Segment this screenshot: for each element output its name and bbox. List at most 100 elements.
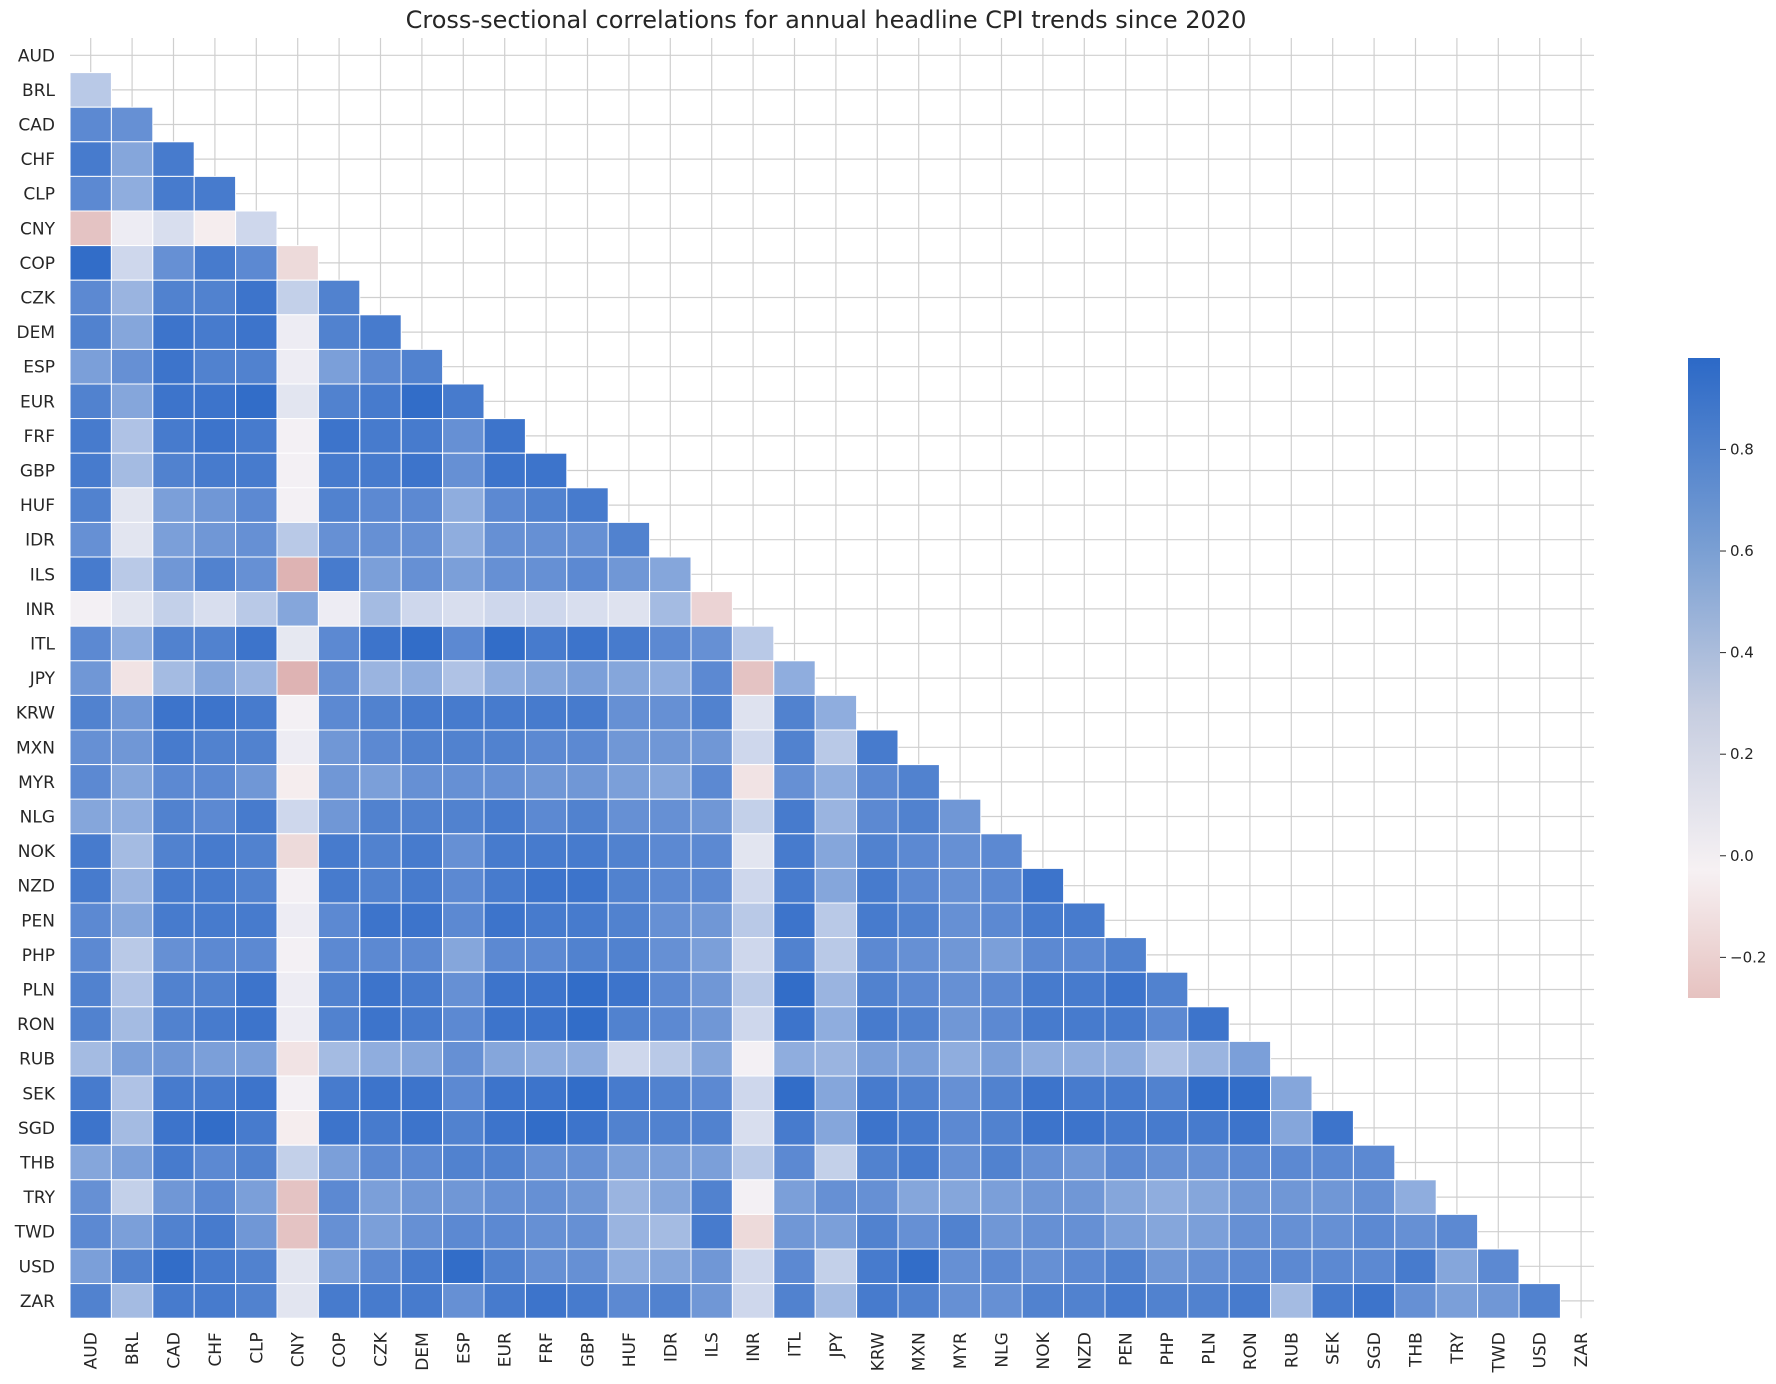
heatmap-cell <box>1435 1283 1479 1319</box>
heatmap-cell <box>773 1144 816 1181</box>
y-tick-label: USD <box>19 1257 55 1277</box>
heatmap-cell <box>649 1040 692 1077</box>
heatmap-cell <box>276 521 319 558</box>
heatmap-cell <box>566 937 609 973</box>
heatmap-cell <box>276 1248 319 1285</box>
heatmap-cell <box>442 1075 485 1112</box>
heatmap-cell <box>980 1283 1023 1319</box>
heatmap-cell <box>566 1213 609 1250</box>
heatmap-cell <box>524 1248 568 1285</box>
heatmap-cell <box>235 694 278 731</box>
heatmap-cell <box>69 833 112 869</box>
y-tick-label: RON <box>17 1015 55 1035</box>
heatmap-cell <box>1228 1213 1272 1250</box>
heatmap-cell <box>1021 1248 1065 1285</box>
y-tick-label: TRY <box>23 1188 56 1208</box>
heatmap-cell <box>1394 1213 1437 1250</box>
heatmap-cell <box>1228 1283 1272 1319</box>
heatmap-cell <box>731 1179 775 1215</box>
heatmap-cell <box>483 1179 526 1215</box>
heatmap-cell <box>276 487 319 523</box>
heatmap-cell <box>235 660 278 696</box>
heatmap-cell <box>938 937 982 973</box>
heatmap-cell <box>152 660 195 696</box>
heatmap-cell <box>897 902 940 939</box>
heatmap-cell <box>1270 1110 1313 1146</box>
x-tick-label: PLN <box>1200 1332 1220 1364</box>
heatmap-cell <box>1104 1144 1147 1181</box>
heatmap-cell <box>483 452 526 489</box>
heatmap-cell <box>566 833 609 869</box>
heatmap-cell <box>110 452 154 489</box>
heatmap-cell <box>442 1179 485 1215</box>
heatmap-cell <box>110 591 154 627</box>
heatmap-cell <box>152 764 195 800</box>
x-tick-label: CNY <box>289 1332 309 1368</box>
heatmap-cell <box>897 1040 940 1077</box>
heatmap-cell <box>690 1248 733 1285</box>
heatmap-cell <box>110 487 154 523</box>
heatmap-cell <box>690 1179 733 1215</box>
heatmap-cell <box>814 971 858 1008</box>
heatmap-cell <box>814 902 858 939</box>
heatmap-cell <box>1187 1040 1230 1077</box>
heatmap-cell <box>110 798 154 835</box>
heatmap-cell <box>235 452 278 489</box>
heatmap-cell <box>152 833 195 869</box>
heatmap-cell <box>1063 1110 1106 1146</box>
heatmap-cell <box>317 902 361 939</box>
heatmap-cell <box>359 1006 402 1042</box>
heatmap-cell <box>359 556 402 593</box>
heatmap-cell <box>152 245 195 281</box>
y-tick-label: HUF <box>20 496 55 516</box>
heatmap-cell <box>1104 1006 1147 1042</box>
heatmap-cell <box>524 591 568 627</box>
heatmap-cell <box>1145 1075 1189 1112</box>
heatmap-cell <box>731 1248 775 1285</box>
heatmap-cell <box>524 798 568 835</box>
y-tick-label: MYR <box>18 773 55 793</box>
heatmap-cell <box>193 764 237 800</box>
heatmap-cell <box>235 902 278 939</box>
heatmap-cell <box>566 1006 609 1042</box>
heatmap-cell <box>524 1213 568 1250</box>
heatmap-cell <box>524 1006 568 1042</box>
x-tick-labels: AUD BRL CAD CHF CLP CNY COP CZK DEM ESP EUR FRF GBP H… <box>82 1331 1592 1373</box>
x-tick-label: PHP <box>1158 1332 1178 1365</box>
heatmap-cell <box>731 764 775 800</box>
heatmap-cell <box>731 1213 775 1250</box>
heatmap-cell <box>1104 1075 1147 1112</box>
heatmap-cell <box>773 867 816 904</box>
heatmap-cell <box>317 729 361 766</box>
heatmap-cell <box>235 1144 278 1181</box>
heatmap-cell <box>566 1283 609 1319</box>
heatmap-cell <box>856 902 899 939</box>
heatmap-cell <box>897 1213 940 1250</box>
heatmap-cell <box>1063 1040 1106 1077</box>
x-tick-label: ZAR <box>1572 1332 1592 1367</box>
heatmap-cell <box>524 1179 568 1215</box>
heatmap-cell <box>235 383 278 420</box>
heatmap-cell <box>938 1144 982 1181</box>
heatmap-cell <box>773 764 816 800</box>
heatmap-cell <box>193 1213 237 1250</box>
heatmap-cell <box>235 1110 278 1146</box>
heatmap-cell <box>152 175 195 212</box>
heatmap-cell <box>359 1248 402 1285</box>
heatmap-cell <box>317 937 361 973</box>
heatmap-cell <box>400 521 444 558</box>
heatmap-cell <box>110 902 154 939</box>
heatmap-cell <box>442 1213 485 1250</box>
x-tick-label: FRF <box>537 1332 557 1363</box>
heatmap-cell <box>1270 1213 1313 1250</box>
y-tick-label: CAD <box>18 116 55 136</box>
heatmap-cell <box>69 72 112 108</box>
heatmap-cell <box>276 1283 319 1319</box>
heatmap-cell <box>359 1075 402 1112</box>
heatmap-cell <box>400 1110 444 1146</box>
heatmap-cell <box>1394 1283 1437 1319</box>
heatmap-cell <box>731 1006 775 1042</box>
heatmap-cell <box>980 902 1023 939</box>
heatmap-cell <box>1021 1075 1065 1112</box>
